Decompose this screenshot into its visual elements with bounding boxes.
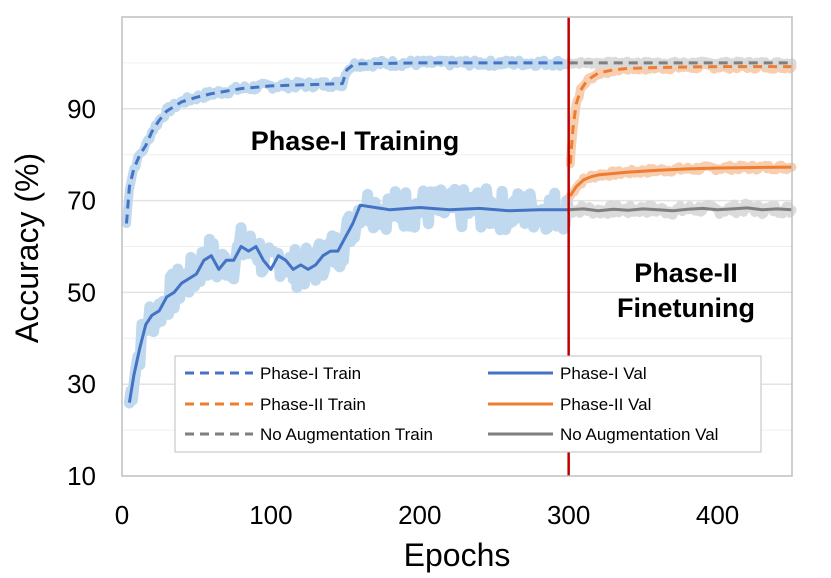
annotation-phase-2-line1: Phase-II — [634, 258, 738, 288]
x-tick-label: 100 — [249, 500, 292, 530]
x-axis-label: Epochs — [404, 537, 511, 573]
y-tick-label: 50 — [67, 277, 96, 307]
legend-label-phase-1-train: Phase-I Train — [260, 364, 361, 383]
y-tick-label: 10 — [67, 461, 96, 491]
y-axis-label: Accuracy (%) — [9, 153, 45, 343]
annotation-phase-1: Phase-I Training — [251, 126, 460, 156]
legend-label-phase-2-val: Phase-II Val — [560, 395, 651, 414]
legend-item-phase-2-val: Phase-II Val — [488, 395, 651, 414]
x-tick-label: 200 — [398, 500, 441, 530]
legend-box — [174, 355, 762, 453]
x-tick-label: 400 — [696, 500, 739, 530]
legend-item-phase-2-train: Phase-II Train — [185, 395, 366, 414]
x-tick-label: 0 — [115, 500, 129, 530]
legend-item-noaug-val: No Augmentation Val — [488, 425, 718, 444]
band-no-augmentation-val — [564, 198, 797, 220]
series-phase-ii-val — [568, 165, 793, 197]
legend-label-phase-2-train: Phase-II Train — [260, 395, 366, 414]
band-phase-i-val — [123, 183, 575, 409]
tick-labels: 10 30 50 70 90 0 100 200 300 400 — [67, 94, 739, 530]
series-phase-i-val — [127, 203, 569, 403]
plot-frame — [121, 16, 793, 477]
legend-item-noaug-train: No Augmentation Train — [185, 425, 433, 444]
legend-item-phase-1-train: Phase-I Train — [185, 364, 361, 383]
series-phase-ii-train — [568, 65, 792, 165]
band-phase-i-train — [122, 55, 574, 229]
x-tick-label: 300 — [547, 500, 590, 530]
series-phase-i-train — [125, 61, 569, 224]
y-tick-label: 30 — [67, 369, 96, 399]
legend-item-phase-1-val: Phase-I Val — [488, 364, 647, 383]
series-lines — [125, 61, 793, 403]
legend: Phase-I Train Phase-II Train No Augmenta… — [174, 355, 762, 453]
series-no-augmentation-val — [568, 206, 793, 213]
y-tick-label: 90 — [67, 94, 96, 124]
y-tick-label: 70 — [67, 186, 96, 216]
legend-label-phase-1-val: Phase-I Val — [560, 364, 647, 383]
legend-label-noaug-val: No Augmentation Val — [560, 425, 718, 444]
legend-label-noaug-train: No Augmentation Train — [260, 425, 433, 444]
annotation-phase-2-line2: Finetuning — [617, 293, 755, 323]
